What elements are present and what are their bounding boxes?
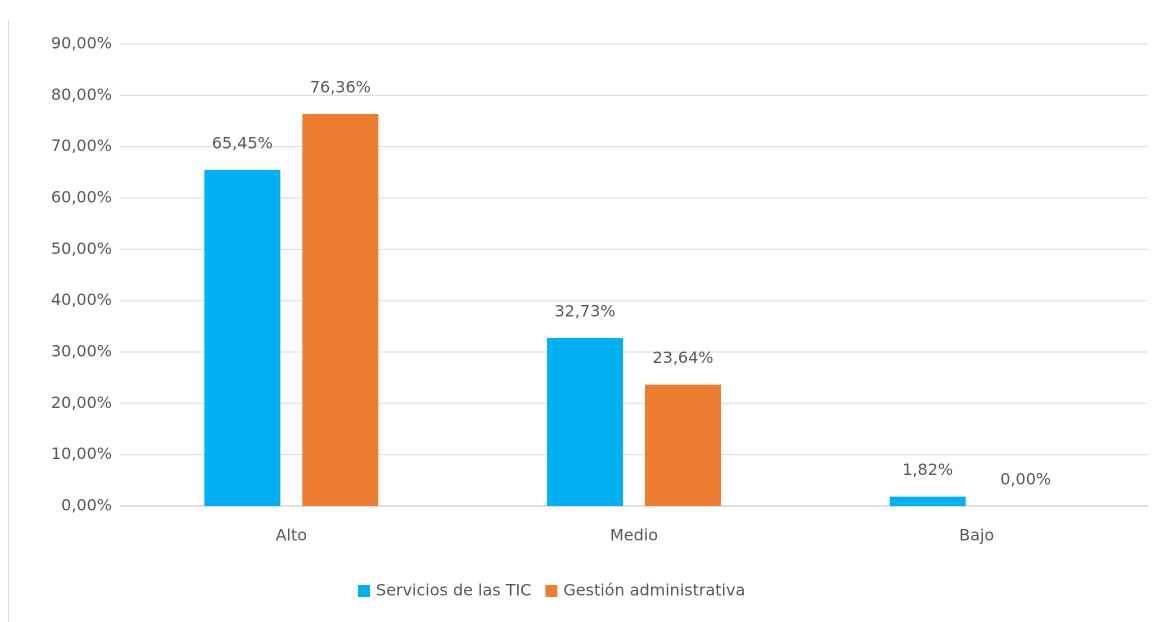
y-tick-label: 20,00% xyxy=(51,393,112,412)
data-label: 1,82% xyxy=(902,460,953,479)
bar xyxy=(204,170,281,507)
bar xyxy=(547,337,623,506)
x-tick-label: Alto xyxy=(276,526,307,545)
data-label: 65,45% xyxy=(212,134,273,153)
bar xyxy=(645,384,721,506)
y-tick-label: 80,00% xyxy=(51,85,112,104)
y-tick-label: 90,00% xyxy=(51,34,112,53)
legend-label: Servicios de las TIC xyxy=(376,581,531,600)
legend-label: Gestión administrativa xyxy=(563,581,745,600)
data-label: 32,73% xyxy=(554,301,615,320)
y-tick-label: 30,00% xyxy=(51,342,112,361)
bar xyxy=(889,496,966,506)
x-tick-label: Bajo xyxy=(959,526,994,545)
data-label: 76,36% xyxy=(310,78,371,97)
y-tick-label: 40,00% xyxy=(51,290,112,309)
y-tick-label: 50,00% xyxy=(51,239,112,258)
legend-swatch xyxy=(545,585,558,597)
y-tick-label: 10,00% xyxy=(51,444,112,463)
data-label: 0,00% xyxy=(1000,470,1051,489)
y-tick-label: 0,00% xyxy=(61,496,112,515)
data-label: 23,64% xyxy=(652,348,713,367)
y-tick-label: 60,00% xyxy=(51,188,112,207)
legend-swatch xyxy=(358,585,370,597)
x-tick-label: Medio xyxy=(610,526,658,545)
bar xyxy=(302,114,379,506)
y-tick-label: 70,00% xyxy=(51,136,112,155)
